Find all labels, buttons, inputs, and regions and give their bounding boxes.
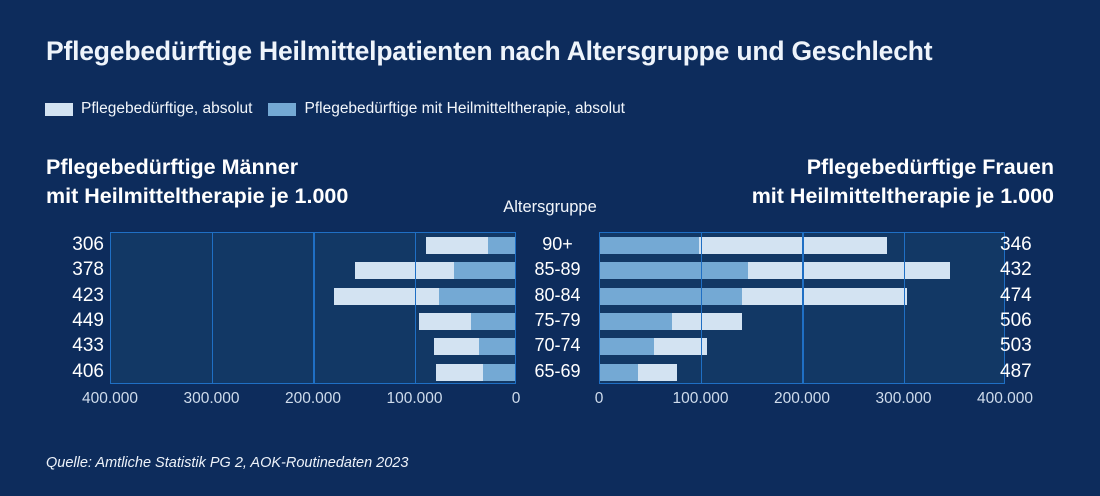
axis-ticks-maenner: 400.000 300.000 200.000 100.000 0 — [82, 390, 520, 414]
bar-row — [111, 334, 515, 359]
bar-row — [111, 360, 515, 385]
axis-title-altersgruppe: Altersgruppe — [503, 198, 597, 216]
legend-swatch-heilmitteltherapie — [268, 102, 297, 116]
rate-value: 432 — [1000, 259, 1032, 281]
gridline — [313, 233, 315, 383]
bar-segment-pflegebeduerftige — [435, 363, 483, 381]
axis-tick-label: 100.000 — [672, 390, 729, 407]
bar-row — [600, 284, 1004, 309]
axis-tick-label: 0 — [511, 390, 521, 407]
axis-tick-label: 300.000 — [875, 390, 932, 407]
gridline — [414, 233, 417, 383]
rate-values-frauen: 346 432 474 506 503 487 — [1000, 232, 1074, 384]
category-label: 65-69 — [534, 360, 581, 381]
bar-row — [600, 360, 1004, 385]
plot-area-maenner — [110, 232, 516, 384]
axis-tick-label: 0 — [594, 390, 604, 407]
gridline — [211, 233, 214, 383]
axis-tick-label: 200.000 — [773, 390, 831, 407]
legend-label-heilmitteltherapie: Pflegebedürftige mit Heilmitteltherapie,… — [304, 100, 625, 117]
rate-value: 503 — [1000, 335, 1032, 357]
bar-segment-pflegebeduerftige — [425, 237, 488, 254]
bar-row — [600, 233, 1004, 258]
gridline — [802, 233, 804, 383]
bar-segment-pflegebeduerftige — [433, 338, 480, 356]
axis-tick-label: 200.000 — [284, 390, 342, 407]
panel-heading-frauen-line1: Pflegebedürftige Frauen — [806, 155, 1054, 179]
bar-segment-pflegebeduerftige — [672, 313, 743, 330]
bar-row — [600, 309, 1004, 334]
rate-value: 423 — [72, 284, 104, 306]
rate-values-maenner: 306 378 423 449 433 406 — [30, 232, 104, 384]
rate-value: 378 — [72, 259, 104, 281]
bar-segment-pflegebeduerftige — [653, 338, 707, 356]
bar-segment-pflegebeduerftige — [699, 237, 888, 254]
legend-swatch-pflegebeduerftige — [45, 102, 73, 116]
category-label: 90+ — [542, 234, 573, 254]
category-label: 85-89 — [534, 259, 581, 280]
legend-label-pflegebeduerftige: Pflegebedürftige, absolut — [81, 100, 253, 117]
panel-heading-frauen: Pflegebedürftige Frauen mit Heilmittelth… — [752, 153, 1054, 210]
bar-row — [600, 258, 1004, 283]
legend-item-heilmitteltherapie: Pflegebedürftige mit Heilmitteltherapie,… — [268, 100, 625, 118]
bar-row — [600, 334, 1004, 359]
panel-heading-maenner-line1: Pflegebedürftige Männer — [46, 155, 299, 179]
bar-segment-pflegebeduerftige — [354, 262, 455, 280]
bar-row — [111, 258, 515, 283]
plot-area-frauen — [599, 232, 1005, 384]
bar-row — [111, 309, 515, 334]
category-label: 80-84 — [534, 284, 581, 305]
chart-legend: Pflegebedürftige, absolut Pflegebedürfti… — [45, 100, 625, 118]
chart-area — [0, 232, 1100, 384]
bar-segment-pflegebeduerftige — [748, 262, 951, 280]
category-label: 75-79 — [534, 310, 581, 330]
bar-segment-pflegebeduerftige — [334, 287, 439, 305]
bar-segment-pflegebeduerftige — [418, 313, 472, 330]
panel-heading-maenner: Pflegebedürftige Männer mit Heilmittelth… — [46, 153, 348, 210]
axis-ticks-frauen: 0 100.000 200.000 300.000 400.000 — [595, 390, 1033, 414]
rate-value: 474 — [1000, 284, 1032, 306]
category-label: 70-74 — [534, 335, 581, 356]
panel-heading-maenner-line2: mit Heilmitteltherapie je 1.000 — [46, 183, 349, 208]
bar-rows-frauen — [600, 233, 1004, 383]
rate-value: 306 — [72, 234, 104, 255]
source-note: Quelle: Amtliche Statistik PG 2, AOK-Rou… — [46, 455, 409, 471]
rate-value: 449 — [72, 310, 104, 331]
gridline — [700, 233, 703, 383]
page-title: Pflegebedürftige Heilmittelpatienten nac… — [46, 36, 933, 66]
rate-value: 487 — [1000, 360, 1032, 382]
panel-heading-frauen-line2: mit Heilmitteltherapie je 1.000 — [751, 183, 1054, 208]
gridline — [903, 233, 906, 383]
bar-rows-maenner — [111, 233, 515, 383]
bar-row — [111, 233, 515, 258]
axis-tick-label: 400.000 — [81, 390, 139, 407]
axis-tick-label: 300.000 — [183, 390, 240, 407]
rate-value: 406 — [72, 360, 104, 382]
bar-segment-pflegebeduerftige — [742, 287, 907, 305]
axis-tick-label: 400.000 — [976, 390, 1034, 407]
axis-tick-label: 100.000 — [386, 390, 443, 407]
bar-segment-pflegebeduerftige — [637, 363, 678, 381]
rate-value: 346 — [1000, 234, 1032, 255]
rate-value: 433 — [72, 335, 104, 357]
legend-item-pflegebeduerftige: Pflegebedürftige, absolut — [45, 100, 252, 118]
rate-value: 506 — [1000, 310, 1032, 331]
bar-row — [111, 284, 515, 309]
category-labels: 90+ 85-89 80-84 75-79 70-74 65-69 — [516, 232, 599, 384]
